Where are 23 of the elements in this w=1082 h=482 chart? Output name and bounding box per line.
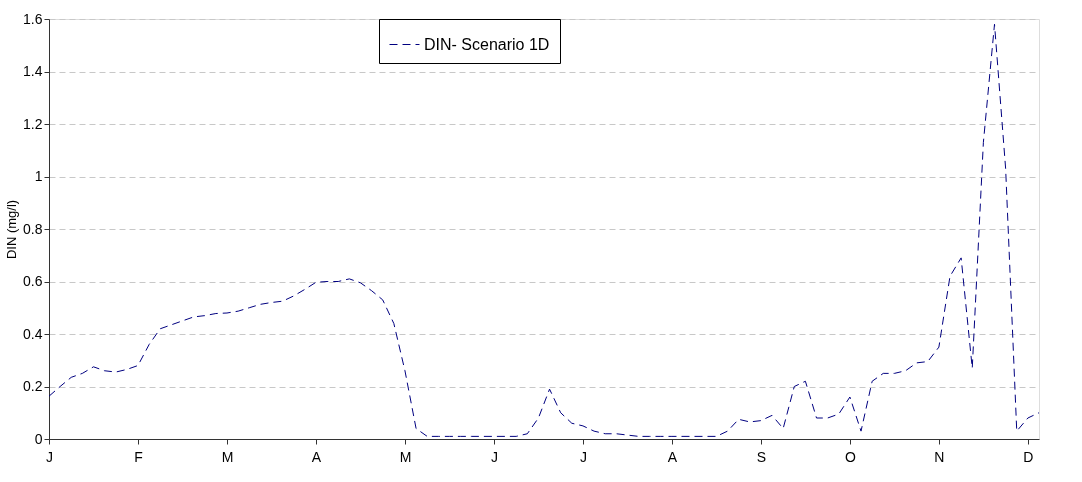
x-tick-label: A [667,448,678,465]
y-tick-label: 1.6 [23,10,43,27]
x-tick-label: J [579,448,587,465]
y-tick-label: 1.4 [23,63,43,79]
x-tick-label: N [934,448,945,465]
y-axis-title: DIN (mg/l) [4,199,20,260]
x-tick-label: D [1023,448,1034,465]
x-tick-label: F [134,448,143,465]
y-tick-label: 0.2 [23,378,43,394]
y-tick-label: 1.2 [23,115,43,132]
y-tick-label: 0.4 [23,325,43,342]
x-tick-label: J [46,448,53,465]
y-tick-label: 1 [34,168,43,184]
y-tick-label: 0.8 [23,220,43,237]
x-tick-label: M [221,448,234,465]
x-tick-label: A [311,448,322,465]
x-tick-label: J [490,448,498,465]
y-tick-label: 0 [34,430,43,447]
x-tick-label: M [399,448,412,465]
y-tick-label: 0.6 [23,273,43,289]
x-tick-label: O [844,448,856,465]
x-tick-label: S [756,448,767,465]
legend-label: DIN- Scenario 1D [424,35,550,53]
